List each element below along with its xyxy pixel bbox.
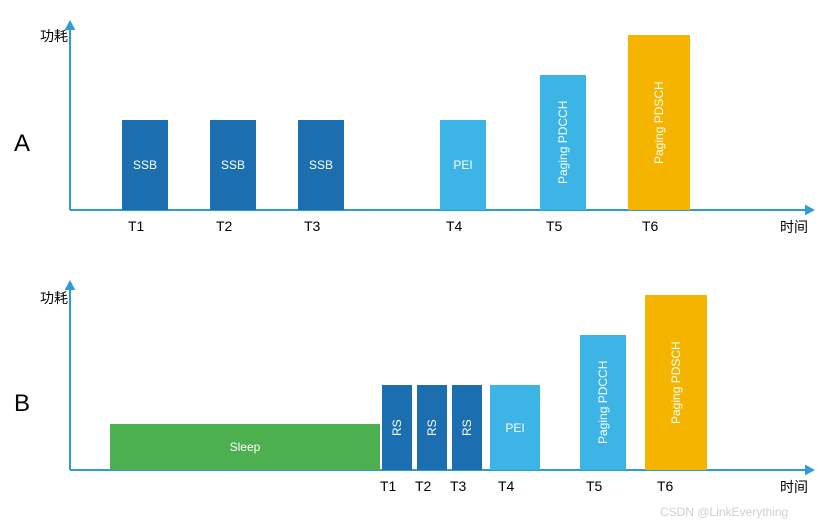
chart-b-tick-1: T1 [380,478,396,494]
chart-b-tick-4: T4 [498,478,514,494]
chart-b-bar-1: RS [382,385,412,470]
chart-a-bar-1: SSB [210,120,256,210]
chart-b-tick-5: T5 [586,478,602,494]
chart-a-tick-2: T3 [304,218,320,234]
chart-b-y-label: 功耗 [40,288,68,308]
chart-b-bar-2: RS [417,385,447,470]
chart-b-bar-5: Paging PDCCH [580,335,626,470]
chart-a-bar-3: PEI [440,120,486,210]
chart-a-bar-4: Paging PDCCH [540,75,586,210]
chart-b-bar-0: Sleep [110,424,380,470]
chart-a-tick-4: T5 [546,218,562,234]
section-a-label: A [14,130,30,158]
section-b-label: B [14,390,30,418]
chart-b-tick-2: T2 [415,478,431,494]
chart-a-tick-3: T4 [446,218,462,234]
chart-b-bar-4: PEI [490,385,540,470]
chart-b-plot: SleepRST1RST2RST3PEIT4Paging PDCCHT5Pagi… [70,285,810,470]
chart-b-bar-3: RS [452,385,482,470]
chart-a-y-label: 功耗 [40,26,68,46]
chart-b-tick-6: T6 [657,478,673,494]
chart-b-tick-3: T3 [450,478,466,494]
chart-a-tick-5: T6 [642,218,658,234]
chart-a-bar-2: SSB [298,120,344,210]
watermark-text: CSDN @LinkEverything [660,505,788,519]
chart-a-bar-5: Paging PDSCH [628,35,690,210]
chart-a-tick-0: T1 [128,218,144,234]
chart-b-bar-6: Paging PDSCH [645,295,707,470]
chart-a-bar-0: SSB [122,120,168,210]
chart-a-plot: SSBT1SSBT2SSBT3PEIT4Paging PDCCHT5Paging… [70,25,810,210]
chart-a-tick-1: T2 [216,218,232,234]
